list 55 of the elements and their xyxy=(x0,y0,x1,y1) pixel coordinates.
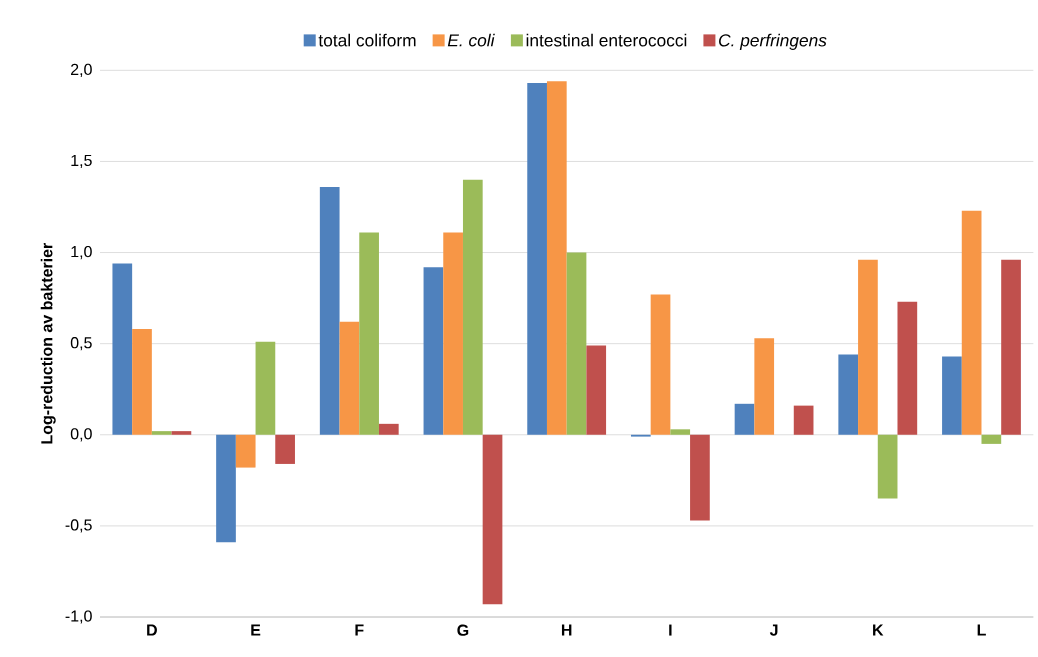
x-tick-label: K xyxy=(873,624,884,636)
bar xyxy=(151,431,172,435)
bar xyxy=(981,434,1002,444)
bar xyxy=(112,263,133,435)
legend-label: intestinal enterococci xyxy=(526,33,687,47)
y-tick-label: -0,5 xyxy=(65,519,92,533)
x-tick-label: J xyxy=(769,624,778,636)
legend-label: E. coli xyxy=(447,33,495,47)
bar xyxy=(690,434,710,521)
bar xyxy=(838,354,859,435)
bar xyxy=(961,210,982,435)
bar xyxy=(275,434,295,464)
bar xyxy=(339,321,360,435)
y-tick-label: -1,0 xyxy=(65,610,92,624)
bar xyxy=(793,405,814,435)
bar xyxy=(235,434,256,468)
x-tick-label: L xyxy=(977,624,986,636)
bar xyxy=(670,429,691,435)
x-tick-label: F xyxy=(355,624,364,636)
bar xyxy=(754,338,775,435)
bar xyxy=(858,259,878,435)
bar xyxy=(132,329,152,435)
legend-label: C. perfringens xyxy=(719,33,827,50)
bar xyxy=(319,186,340,435)
y-tick-label: 0,0 xyxy=(70,428,92,442)
bar xyxy=(482,434,503,605)
bar xyxy=(734,403,755,435)
bar xyxy=(942,356,962,435)
bar xyxy=(255,341,276,435)
bar xyxy=(378,423,399,435)
y-tick-label: 2,0 xyxy=(71,63,92,77)
y-tick-label: 1,0 xyxy=(71,245,92,260)
bar xyxy=(586,345,607,435)
bar xyxy=(897,301,918,435)
bar xyxy=(423,267,444,435)
x-tick-label: E xyxy=(251,624,261,636)
bar xyxy=(546,81,567,435)
y-tick-label: 0,5 xyxy=(70,337,92,351)
x-tick-label: D xyxy=(147,624,157,636)
legend-label: total coliform xyxy=(318,33,416,47)
bar xyxy=(877,434,898,499)
bar xyxy=(566,252,587,435)
bar xyxy=(1001,259,1021,435)
bar xyxy=(443,232,463,435)
bar xyxy=(171,431,192,435)
x-tick-label: I xyxy=(669,624,672,636)
y-tick-label: 1,5 xyxy=(71,154,92,168)
bar xyxy=(216,434,236,543)
bar xyxy=(359,232,379,435)
y-axis-title: Log-reduction av bakterier xyxy=(40,243,56,444)
bar xyxy=(527,83,547,435)
x-tick-label: G xyxy=(457,624,469,636)
bar xyxy=(462,179,483,435)
x-tick-label: H xyxy=(561,624,572,636)
bar xyxy=(650,294,671,435)
